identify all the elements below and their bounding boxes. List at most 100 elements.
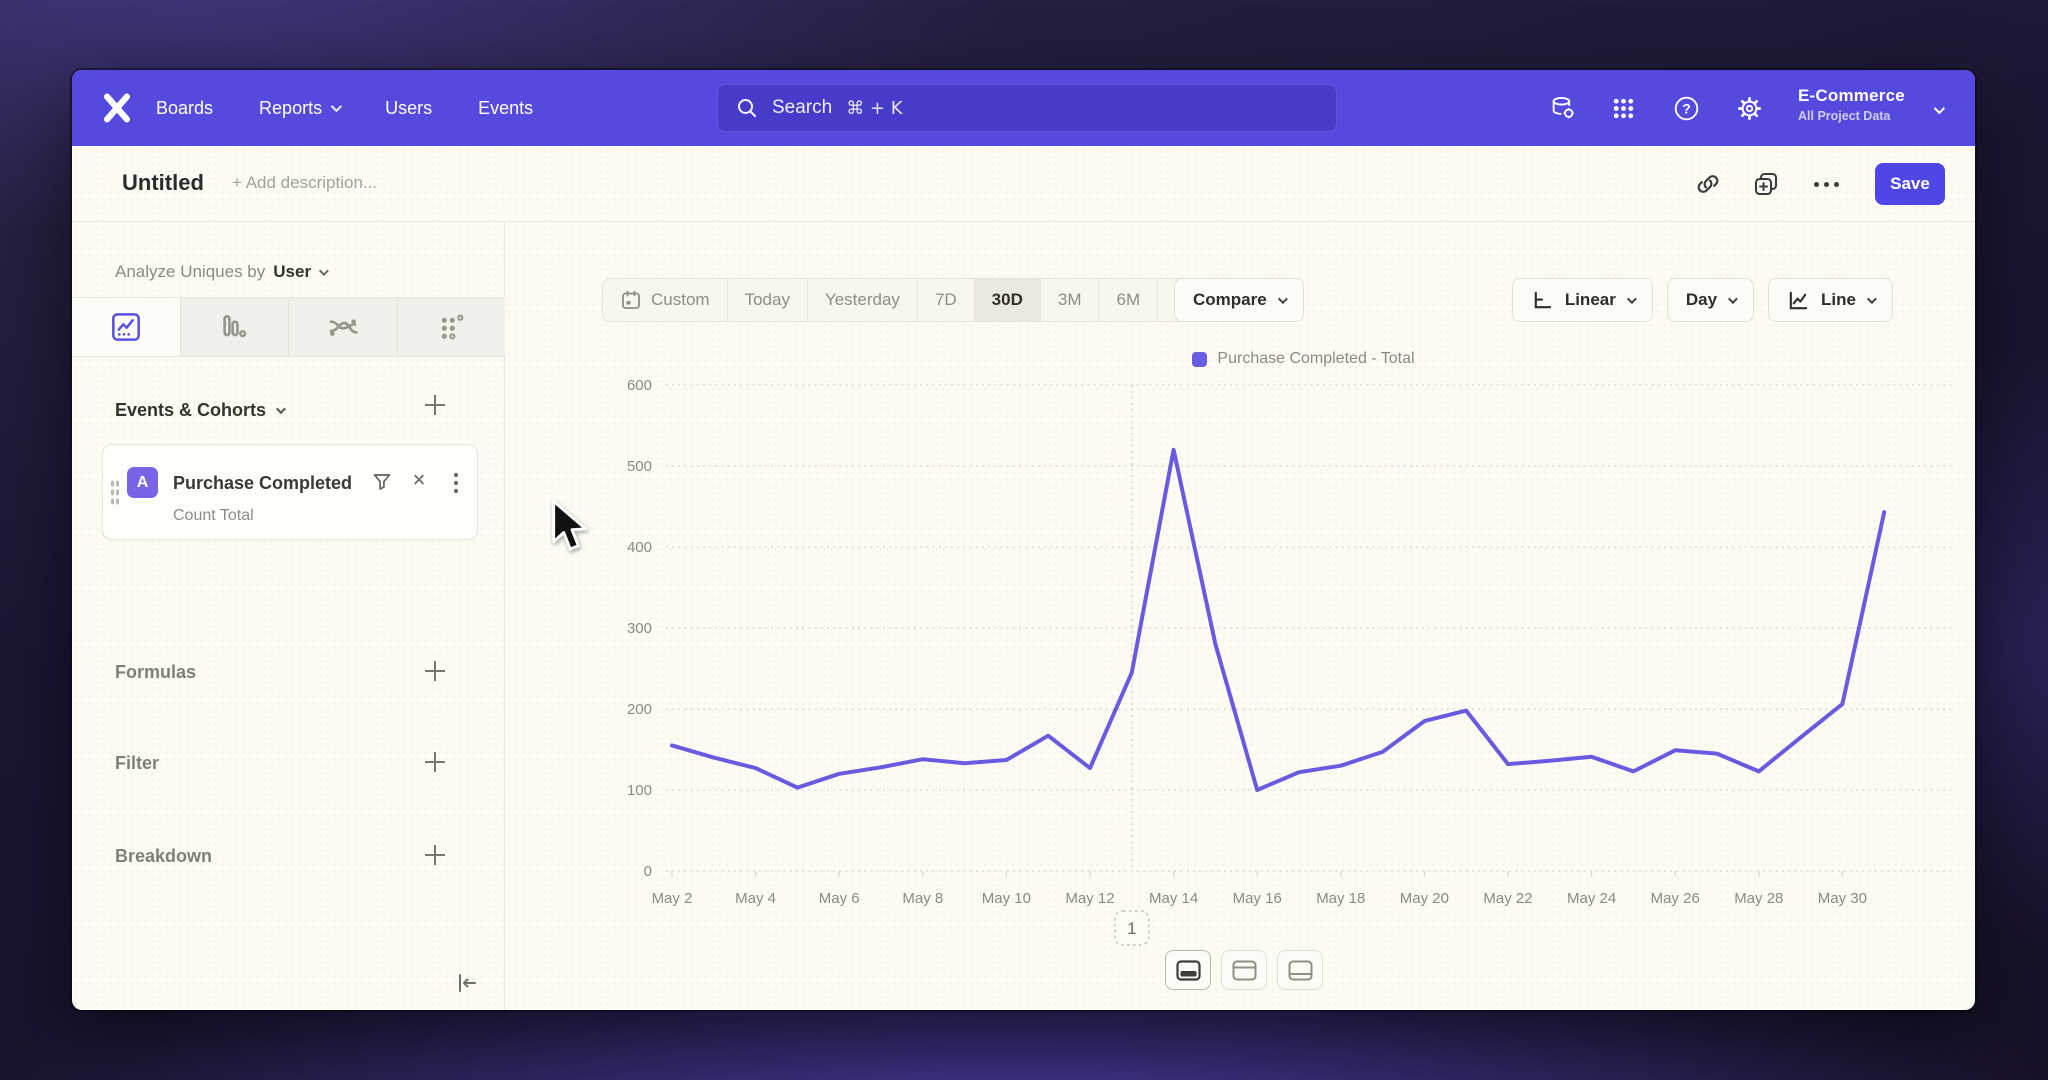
legend-item[interactable]: Purchase Completed - Total [1192, 350, 1415, 368]
report-type-tabs [72, 297, 505, 357]
tab-bar-chart[interactable] [180, 298, 289, 356]
save-button[interactable]: Save [1875, 163, 1945, 205]
app-window: Boards Reports Users Events Search ⌘ + K [72, 70, 1975, 1010]
add-description-field[interactable]: + Add description... [232, 173, 378, 192]
annotation-badge-label: 1 [1127, 919, 1136, 938]
remove-event-icon[interactable]: × [412, 467, 426, 492]
date-range-3m[interactable]: 3M [1041, 279, 1100, 321]
collapse-sidebar-icon[interactable] [454, 970, 480, 996]
layout-split-button[interactable] [1165, 950, 1211, 990]
add-breakdown-button[interactable] [424, 844, 446, 866]
annotation-badge[interactable] [1114, 910, 1150, 946]
project-switcher[interactable]: E-Commerce All Project Data [1798, 86, 1928, 123]
date-range-yesterday[interactable]: Yesterday [808, 279, 918, 321]
analyze-value-dropdown[interactable]: User [273, 262, 312, 281]
chart-legend: Purchase Completed - Total [655, 350, 1952, 372]
x-axis-tick-label: May 26 [1651, 890, 1700, 907]
add-filter-button[interactable] [424, 751, 446, 773]
report-title[interactable]: Untitled [122, 170, 204, 195]
date-range-label: 6M [1116, 290, 1141, 309]
duplicate-icon[interactable] [1752, 170, 1780, 198]
date-range-label: 30D [991, 290, 1023, 309]
date-range-label: 3M [1057, 290, 1082, 309]
compare-button[interactable]: Compare [1174, 278, 1304, 322]
mixpanel-logo-icon[interactable] [100, 91, 134, 125]
date-range-label: 7D [934, 290, 957, 309]
layout-top-bar-icon [1232, 960, 1256, 980]
search-input[interactable]: Search ⌘ + K [717, 84, 1337, 132]
nav-item-label: Reports [259, 97, 323, 118]
event-card[interactable]: A Purchase Completed Count Total × [102, 444, 478, 540]
date-range-6m[interactable]: 6M [1099, 279, 1159, 321]
tab-scatter[interactable] [397, 298, 505, 356]
chevron-down-icon [1277, 293, 1288, 304]
apps-grid-icon[interactable] [1610, 95, 1637, 122]
search-placeholder: Search [772, 97, 833, 118]
more-options-icon[interactable] [1814, 182, 1839, 187]
chevron-down-icon [319, 265, 329, 276]
query-builder-sidebar: Analyze Uniques by User [72, 222, 505, 1010]
layout-top-bar-button[interactable] [1221, 950, 1267, 990]
line-chart-icon [111, 313, 140, 341]
chart-type-dropdown[interactable]: Line [1768, 278, 1893, 322]
chevron-down-icon [1728, 293, 1738, 304]
nav-item-users[interactable]: Users [385, 98, 432, 119]
add-formulas-button[interactable] [424, 660, 446, 682]
copy-link-icon[interactable] [1694, 170, 1722, 198]
events-cohorts-header[interactable]: Events & Cohorts [115, 400, 286, 421]
date-range-custom[interactable]: Custom [603, 279, 728, 321]
gear-icon[interactable] [1736, 95, 1763, 122]
legend-swatch [1192, 351, 1208, 367]
chart-canvas: 0 100 200 300 400 500 600 1 May 2 May 4 May 6 May 8… [627, 377, 1954, 946]
event-measurement[interactable]: Count Total [173, 507, 254, 524]
x-axis-tick-label: May 24 [1567, 890, 1616, 907]
event-name[interactable]: Purchase Completed [173, 473, 353, 493]
nav-item-reports[interactable]: Reports [259, 97, 343, 119]
sidebar-section-breakdown: Breakdown [115, 846, 213, 866]
chevron-down-icon [1933, 102, 1946, 115]
chevron-down-icon [1626, 293, 1637, 304]
bar-chart-icon [223, 315, 247, 338]
chevron-down-icon [330, 100, 343, 113]
add-event-button[interactable] [424, 394, 446, 416]
scale-dropdown[interactable]: Linear [1511, 278, 1653, 322]
y-axis-tick-label: 200 [627, 701, 652, 718]
x-axis-tick-label: May 18 [1316, 890, 1365, 907]
tab-flow[interactable] [289, 298, 398, 356]
x-axis-tick-label: May 10 [982, 890, 1031, 907]
help-icon[interactable]: ? [1673, 95, 1700, 122]
date-range-today[interactable]: Today [728, 279, 808, 321]
layout-split-icon [1175, 959, 1201, 981]
data-management-icon[interactable] [1550, 95, 1577, 122]
y-axis-tick-label: 600 [627, 377, 652, 394]
drag-handle[interactable] [110, 479, 120, 505]
interval-label: Day [1685, 290, 1718, 309]
tab-insights-line[interactable] [72, 298, 181, 356]
layout-bottom-bar-button[interactable] [1277, 950, 1323, 990]
date-range-label: Yesterday [824, 290, 900, 309]
filter-funnel-icon[interactable] [371, 471, 393, 493]
x-axis-tick-label: May 2 [652, 890, 693, 907]
event-options-kebab-icon[interactable] [445, 471, 467, 493]
nav-item-label: Events [478, 97, 534, 118]
x-axis-tick-label: May 12 [1065, 890, 1114, 907]
project-name: E-Commerce [1798, 86, 1905, 105]
chart-panel: CustomTodayYesterday7D30D3M6M12M Compare… [505, 222, 1975, 1010]
date-range-30d[interactable]: 30D [974, 279, 1041, 321]
linear-scale-icon [1534, 291, 1552, 308]
svg-text:?: ? [1682, 101, 1691, 117]
nav-item-label: Users [385, 97, 433, 118]
chevron-down-icon [275, 404, 286, 415]
mouse-cursor [552, 499, 588, 551]
interval-dropdown[interactable]: Day [1666, 278, 1755, 322]
y-axis-tick-label: 500 [627, 458, 652, 475]
top-nav: Boards Reports Users Events Search ⌘ + K [72, 70, 1975, 146]
compare-label: Compare [1193, 290, 1267, 309]
x-axis-tick-label: May 30 [1818, 890, 1867, 907]
nav-item-events[interactable]: Events [478, 98, 533, 119]
x-axis-tick-label: May 22 [1483, 890, 1532, 907]
nav-item-boards[interactable]: Boards [156, 98, 213, 119]
event-letter-badge: A [127, 467, 158, 498]
line-chart-type-icon [1789, 291, 1808, 309]
date-range-7d[interactable]: 7D [918, 279, 975, 321]
